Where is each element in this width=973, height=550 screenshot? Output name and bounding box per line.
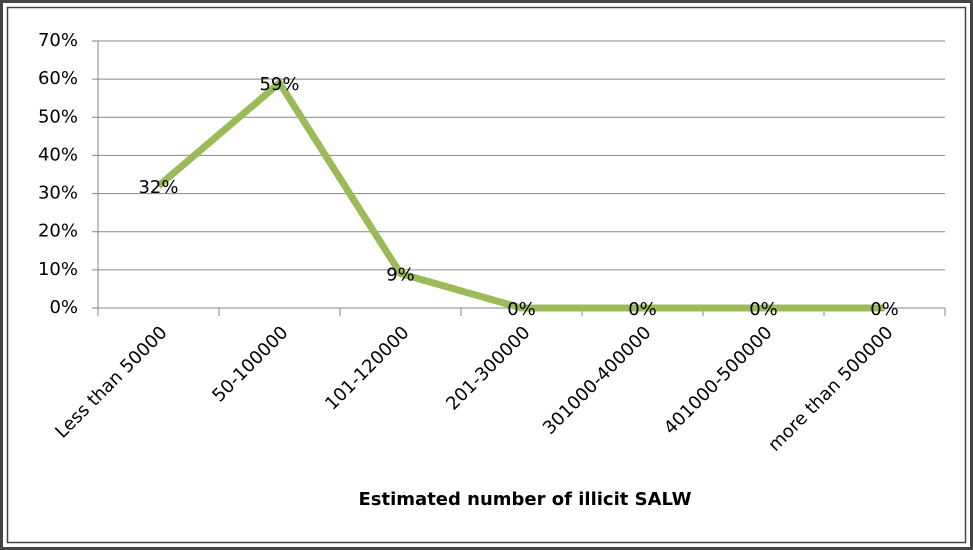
x-tick-label: 50-100000: [208, 322, 292, 406]
y-tick-label: 40%: [38, 144, 78, 165]
x-tick-label: Less than 50000: [51, 322, 171, 442]
x-tick-label: more than 500000: [764, 322, 897, 455]
y-tick-label: 30%: [38, 183, 78, 204]
data-label: 9%: [386, 265, 415, 286]
y-tick-label: 70%: [38, 30, 78, 51]
x-tick-label: 301000-400000: [539, 322, 656, 439]
y-tick-label: 50%: [38, 106, 78, 127]
x-tick-label: 401000-500000: [660, 322, 777, 439]
inner-frame: [6, 6, 967, 544]
data-label: 0%: [870, 299, 899, 320]
x-axis-title: Estimated number of illicit SALW: [359, 489, 692, 510]
x-tick-label: 101-120000: [321, 322, 413, 414]
y-tick-label: 10%: [38, 259, 78, 280]
data-label: 0%: [749, 299, 778, 320]
data-label: 59%: [259, 74, 299, 95]
data-line: [156, 79, 885, 312]
y-tick-label: 0%: [49, 297, 78, 318]
data-label: 0%: [628, 299, 657, 320]
data-label: 0%: [507, 299, 536, 320]
x-tick-label: 201-300000: [442, 322, 534, 414]
y-tick-label: 60%: [38, 68, 78, 89]
data-label: 32%: [138, 177, 178, 198]
y-tick-label: 20%: [38, 221, 78, 242]
